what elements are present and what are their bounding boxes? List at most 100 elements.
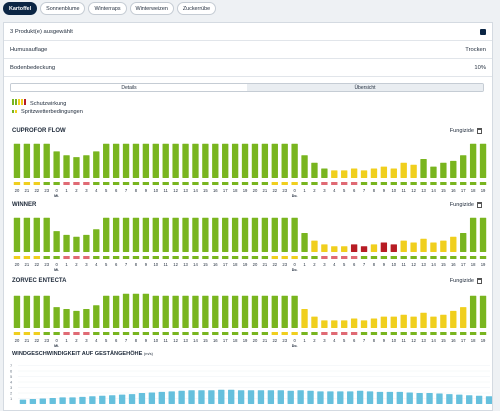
day-tick-label: 15 <box>203 338 208 343</box>
weather-tick <box>291 256 298 259</box>
wind-bar <box>356 390 364 404</box>
protection-bar <box>321 244 328 252</box>
weather-tick <box>450 182 457 185</box>
product-selection-row[interactable]: 3 Produkt(e) ausgewählt <box>4 23 492 41</box>
wind-axis-label: 2 <box>10 391 13 396</box>
protection-bar <box>43 295 50 328</box>
wind-bar <box>277 390 284 404</box>
protection-bar <box>112 295 120 328</box>
weather-tick <box>93 256 100 259</box>
protection-bar <box>460 307 467 328</box>
weather-tick <box>261 332 269 335</box>
protection-bar <box>212 217 219 252</box>
day-tick-label: 12 <box>173 262 178 267</box>
edit-icon[interactable] <box>480 28 486 35</box>
weather-tick <box>311 256 318 259</box>
day-tick-label: 5 <box>105 262 108 267</box>
tab-details[interactable]: Details <box>11 84 247 91</box>
trash-icon[interactable] <box>477 278 482 284</box>
day-tick-label: 15 <box>441 338 446 343</box>
wind-bar <box>376 391 384 404</box>
day-tick-label: 6 <box>115 262 118 267</box>
day-tick-label: 7 <box>363 262 366 267</box>
day-tick-label: 14 <box>193 188 198 193</box>
day-tick-label: 12 <box>411 262 416 267</box>
day-tick-label: 21 <box>25 188 30 193</box>
day-tick-label: 7 <box>125 338 128 343</box>
weather-tick <box>469 182 477 185</box>
day-tick-label: 9 <box>383 338 386 343</box>
weather-tick <box>291 182 298 185</box>
tab-uebersicht[interactable]: Übersicht <box>247 84 483 91</box>
day-tick-label: 18 <box>471 188 476 193</box>
weather-tick <box>23 182 31 185</box>
weather-tick <box>53 256 60 259</box>
day-tick-label: 0 <box>293 338 296 343</box>
wind-bar <box>59 397 66 404</box>
protection-bar <box>231 143 239 178</box>
weather-tick <box>202 256 209 259</box>
protection-bar <box>103 295 110 328</box>
day-tick-label: 22 <box>34 262 39 267</box>
protection-bar <box>112 217 120 252</box>
weather-tick <box>33 332 40 335</box>
weather-tick <box>103 256 110 259</box>
weather-tick <box>202 332 209 335</box>
weather-tick <box>162 182 169 185</box>
protection-bar <box>331 320 338 328</box>
cover-row[interactable]: Bodenbedeckung 10% <box>4 59 492 77</box>
protection-bar <box>331 170 338 178</box>
protection-bar <box>440 240 447 252</box>
protection-bar <box>132 217 140 252</box>
weather-tick <box>33 182 40 185</box>
weather-tick <box>53 182 60 185</box>
protection-bar <box>241 295 249 328</box>
day-tick-label: 22 <box>272 338 277 343</box>
day-tick-label: 3 <box>323 338 326 343</box>
protection-bar <box>479 295 487 328</box>
protection-bar <box>202 295 209 328</box>
weather-tick <box>241 256 249 259</box>
weather-tick <box>469 256 477 259</box>
trash-icon[interactable] <box>477 202 482 208</box>
day-tick-label: 17 <box>461 338 466 343</box>
wind-bar <box>208 390 215 404</box>
day-tick-label: 20 <box>253 262 258 267</box>
wind-bar <box>267 390 275 404</box>
weather-tick <box>132 256 140 259</box>
weather-tick <box>172 256 179 259</box>
weather-tick <box>202 182 209 185</box>
humus-row[interactable]: Humusauflage Trocken <box>4 41 492 59</box>
view-toggle: Details Übersicht <box>10 83 484 92</box>
legend-weather: Spritzwetterbedingungen <box>12 108 83 116</box>
weather-tick <box>281 182 288 185</box>
day-tick-label: 9 <box>145 188 148 193</box>
weather-swatches <box>12 108 18 116</box>
tab-sonnenblume[interactable]: Sonnenblume <box>40 2 86 15</box>
day-tick-label: 0 <box>55 188 58 193</box>
tab-zuckerruebe[interactable]: Zuckerrübe <box>176 2 217 15</box>
weather-tick <box>350 256 358 259</box>
trash-icon[interactable] <box>477 128 482 134</box>
protection-bar <box>122 143 130 178</box>
weather-tick <box>311 182 318 185</box>
day-tick-label: 4 <box>333 338 336 343</box>
weather-tick <box>400 256 407 259</box>
day-tick-label: 18 <box>471 338 476 343</box>
protection-bar <box>53 151 60 178</box>
weather-tick <box>331 332 338 335</box>
protection-bar <box>420 159 427 178</box>
day-tick-label: 23 <box>44 338 49 343</box>
tab-kartoffel[interactable]: Kartoffel <box>3 2 38 15</box>
wind-bar <box>69 397 76 404</box>
day-tick-label: 13 <box>421 188 426 193</box>
protection-bar <box>460 155 467 178</box>
wind-bar <box>99 395 106 404</box>
protection-bar <box>430 242 437 252</box>
tab-winterraps[interactable]: Winterraps <box>88 2 127 15</box>
tab-winterweizen[interactable]: Winterweizen <box>129 2 174 15</box>
weather-tick <box>122 182 130 185</box>
wind-bar <box>49 397 56 404</box>
day-tick-label: 5 <box>105 188 108 193</box>
day-marker-label: Mi. <box>54 268 59 272</box>
